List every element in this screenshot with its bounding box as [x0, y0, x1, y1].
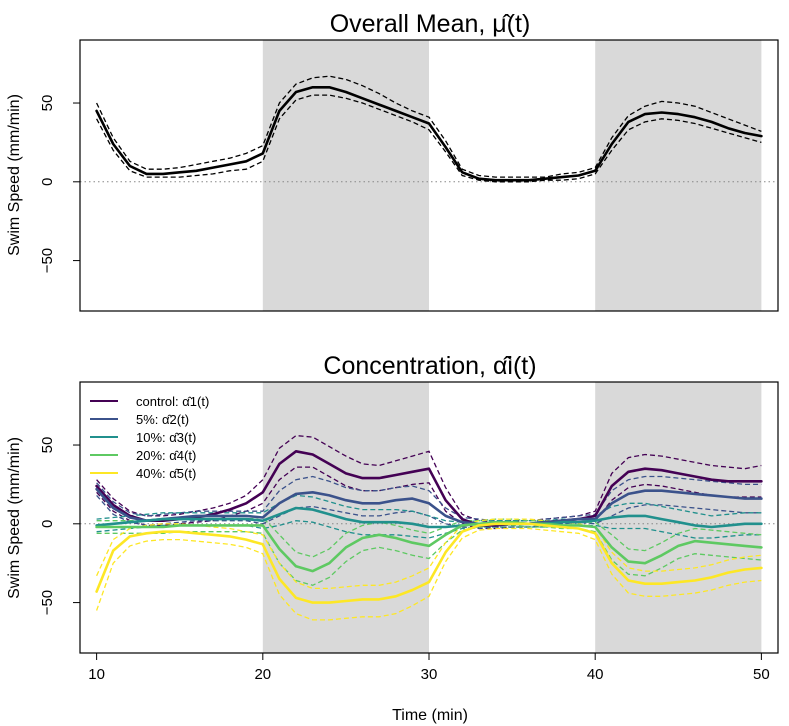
bottom-series-10pct-line [95, 506, 763, 529]
legend-label-control: control: α̂1(t) [136, 394, 209, 409]
bottom-series-5pct-line [95, 487, 763, 526]
legend-item-20pct: 20%: α̂4(t) [90, 448, 196, 463]
bottom-x-tick-label: 40 [587, 666, 604, 683]
bottom-series-control-upper-band [96, 434, 762, 523]
bottom-y-axis-label: Swim Speed (mm/min) [6, 437, 23, 599]
top-series-mean-lower-band [96, 94, 762, 183]
top-series-mean-line [95, 86, 763, 182]
top-panel-title: Overall Mean, μ̂(t) [330, 10, 531, 38]
bottom-y-tick-label: 50 [39, 437, 56, 454]
bottom-shaded-interval-1 [262, 382, 429, 653]
bottom-series-20pct-lower-band [96, 524, 762, 586]
bottom-panel-title: Concentration, α̂i(t) [323, 352, 536, 380]
bottom-series-20pct-line [95, 520, 763, 573]
legend-label-20pct: 20%: α̂4(t) [136, 448, 196, 463]
bottom-series-5pct-lower-band [96, 494, 762, 530]
bottom-x-tick-label: 20 [254, 666, 271, 683]
top-plot-frame [79, 39, 779, 312]
bottom-y-tick-label: 0 [39, 520, 56, 528]
legend: control: α̂1(t) 5%: α̂2(t) 10%: α̂3(t) 2… [90, 394, 209, 481]
top-y-tick-label: 0 [39, 178, 56, 186]
x-axis-label: Time (min) [392, 707, 468, 724]
legend-label-40pct: 40%: α̂5(t) [136, 466, 196, 481]
bottom-series-10pct-upper-band [96, 494, 762, 523]
top-shaded-interval-2 [595, 40, 762, 311]
top-panel: Overall Mean, μ̂(t) −50 0 50 Swim Speed (m… [6, 10, 779, 312]
bottom-series-20pct-upper-band [96, 516, 762, 558]
bottom-x-tick-label: 50 [753, 666, 770, 683]
bottom-series-40pct-line [95, 522, 763, 604]
top-y-tick-label: 50 [39, 95, 56, 112]
top-y-tick-label: −50 [39, 248, 56, 273]
top-y-axis-label: Swim Speed (mm/min) [6, 94, 23, 256]
bottom-x-tick-label: 30 [421, 666, 438, 683]
legend-label-5pct: 5%: α̂2(t) [136, 412, 189, 427]
legend-item-10pct: 10%: α̂3(t) [90, 430, 196, 445]
bottom-x-tick-label: 10 [88, 666, 105, 683]
legend-item-5pct: 5%: α̂2(t) [90, 412, 189, 427]
top-series-mean-upper-band [96, 75, 762, 178]
legend-item-control: control: α̂1(t) [90, 394, 209, 409]
bottom-y-tick-label: −50 [39, 590, 56, 615]
top-shaded-interval-1 [262, 40, 429, 311]
bottom-series-5pct-upper-band [96, 475, 762, 522]
bottom-series-40pct-lower-band [95, 527, 762, 621]
legend-item-40pct: 40%: α̂5(t) [90, 466, 196, 481]
legend-label-10pct: 10%: α̂3(t) [136, 430, 196, 445]
